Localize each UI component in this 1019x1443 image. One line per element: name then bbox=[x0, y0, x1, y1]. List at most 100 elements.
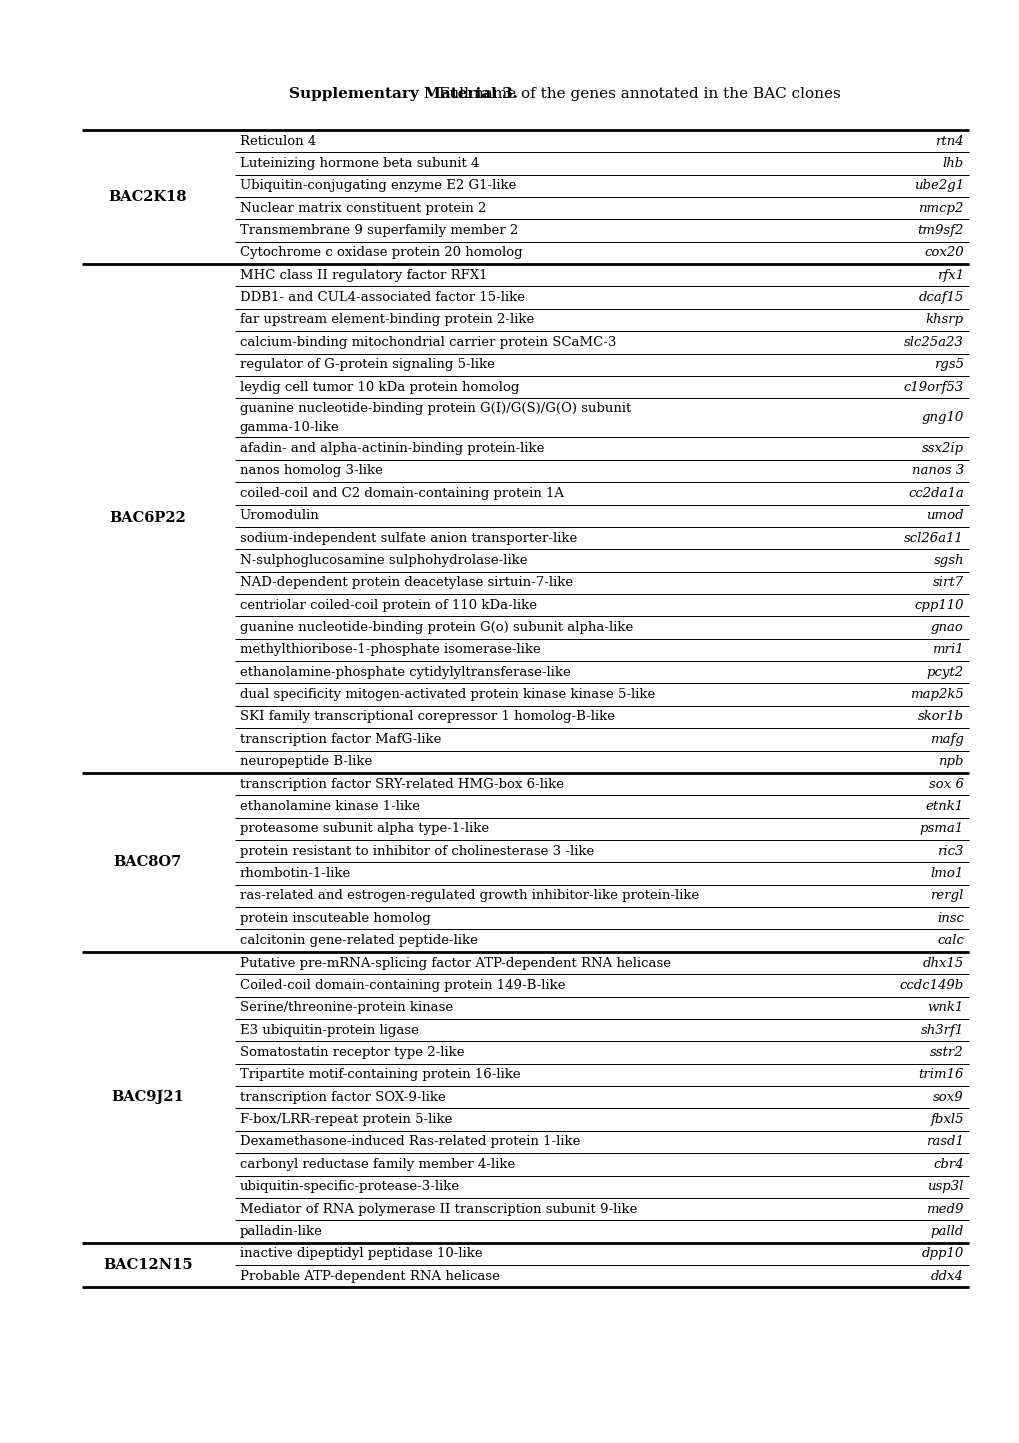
Text: psma1: psma1 bbox=[919, 823, 963, 835]
Text: BAC12N15: BAC12N15 bbox=[103, 1258, 193, 1271]
Text: Probable ATP-dependent RNA helicase: Probable ATP-dependent RNA helicase bbox=[239, 1270, 499, 1283]
Text: rgs5: rgs5 bbox=[933, 358, 963, 371]
Text: gng10: gng10 bbox=[921, 411, 963, 424]
Text: NAD-dependent protein deacetylase sirtuin-7-like: NAD-dependent protein deacetylase sirtui… bbox=[239, 576, 573, 589]
Text: proteasome subunit alpha type-1-like: proteasome subunit alpha type-1-like bbox=[239, 823, 488, 835]
Text: rtn4: rtn4 bbox=[934, 134, 963, 147]
Text: cox20: cox20 bbox=[923, 247, 963, 260]
Text: sox 6: sox 6 bbox=[928, 778, 963, 791]
Text: Dexamethasone-induced Ras-related protein 1-like: Dexamethasone-induced Ras-related protei… bbox=[239, 1136, 580, 1149]
Text: sh3rf1: sh3rf1 bbox=[920, 1023, 963, 1036]
Text: BAC8O7: BAC8O7 bbox=[114, 856, 181, 869]
Text: Full name of the genes annotated in the BAC clones: Full name of the genes annotated in the … bbox=[434, 87, 841, 101]
Text: calcitonin gene-related peptide-like: calcitonin gene-related peptide-like bbox=[239, 934, 477, 947]
Text: sox9: sox9 bbox=[932, 1091, 963, 1104]
Text: Serine/threonine-protein kinase: Serine/threonine-protein kinase bbox=[239, 1001, 452, 1014]
Text: trim16: trim16 bbox=[918, 1068, 963, 1081]
Text: Nuclear matrix constituent protein 2: Nuclear matrix constituent protein 2 bbox=[239, 202, 486, 215]
Text: sodium-independent sulfate anion transporter-like: sodium-independent sulfate anion transpo… bbox=[239, 531, 577, 544]
Text: khsrp: khsrp bbox=[925, 313, 963, 326]
Text: skor1b: skor1b bbox=[917, 710, 963, 723]
Text: calc: calc bbox=[936, 934, 963, 947]
Text: tm9sf2: tm9sf2 bbox=[917, 224, 963, 237]
Text: Putative pre-mRNA-splicing factor ATP-dependent RNA helicase: Putative pre-mRNA-splicing factor ATP-de… bbox=[239, 957, 671, 970]
Text: transcription factor MafG-like: transcription factor MafG-like bbox=[239, 733, 440, 746]
Text: centriolar coiled-coil protein of 110 kDa-like: centriolar coiled-coil protein of 110 kD… bbox=[239, 599, 536, 612]
Text: Luteinizing hormone beta subunit 4: Luteinizing hormone beta subunit 4 bbox=[239, 157, 479, 170]
Text: dual specificity mitogen-activated protein kinase kinase 5-like: dual specificity mitogen-activated prote… bbox=[239, 688, 654, 701]
Text: ethanolamine kinase 1-like: ethanolamine kinase 1-like bbox=[239, 799, 419, 812]
Text: etnk1: etnk1 bbox=[925, 799, 963, 812]
Text: palladin-like: palladin-like bbox=[239, 1225, 322, 1238]
Text: ras-related and estrogen-regulated growth inhibitor-like protein-like: ras-related and estrogen-regulated growt… bbox=[239, 889, 698, 902]
Text: gamma-10-like: gamma-10-like bbox=[239, 421, 339, 434]
Text: rhombotin-1-like: rhombotin-1-like bbox=[239, 867, 351, 880]
Text: Reticulon 4: Reticulon 4 bbox=[239, 134, 316, 147]
Text: pcyt2: pcyt2 bbox=[926, 665, 963, 678]
Text: BAC9J21: BAC9J21 bbox=[111, 1091, 184, 1104]
Text: Cytochrome c oxidase protein 20 homolog: Cytochrome c oxidase protein 20 homolog bbox=[239, 247, 522, 260]
Text: MHC class II regulatory factor RFX1: MHC class II regulatory factor RFX1 bbox=[239, 268, 487, 281]
Text: Transmembrane 9 superfamily member 2: Transmembrane 9 superfamily member 2 bbox=[239, 224, 518, 237]
Text: ssx2ip: ssx2ip bbox=[921, 442, 963, 455]
Text: calcium-binding mitochondrial carrier protein SCaMC-3: calcium-binding mitochondrial carrier pr… bbox=[239, 336, 615, 349]
Text: rfx1: rfx1 bbox=[935, 268, 963, 281]
Text: inactive dipeptidyl peptidase 10-like: inactive dipeptidyl peptidase 10-like bbox=[239, 1247, 482, 1260]
Text: wnk1: wnk1 bbox=[926, 1001, 963, 1014]
Text: insc: insc bbox=[936, 912, 963, 925]
Text: palld: palld bbox=[929, 1225, 963, 1238]
Text: BAC6P22: BAC6P22 bbox=[109, 511, 186, 525]
Text: transcription factor SOX-9-like: transcription factor SOX-9-like bbox=[239, 1091, 445, 1104]
Text: fbxl5: fbxl5 bbox=[929, 1113, 963, 1126]
Text: far upstream element-binding protein 2-like: far upstream element-binding protein 2-l… bbox=[239, 313, 533, 326]
Text: lhb: lhb bbox=[942, 157, 963, 170]
Text: sgsh: sgsh bbox=[932, 554, 963, 567]
Text: carbonyl reductase family member 4-like: carbonyl reductase family member 4-like bbox=[239, 1157, 515, 1170]
Text: cpp110: cpp110 bbox=[913, 599, 963, 612]
Text: scl26a11: scl26a11 bbox=[903, 531, 963, 544]
Text: npb: npb bbox=[937, 755, 963, 768]
Text: Coiled-coil domain-containing protein 149-B-like: Coiled-coil domain-containing protein 14… bbox=[239, 978, 565, 991]
Text: med9: med9 bbox=[925, 1202, 963, 1215]
Text: coiled-coil and C2 domain-containing protein 1A: coiled-coil and C2 domain-containing pro… bbox=[239, 486, 564, 499]
Text: SKI family transcriptional corepressor 1 homolog-B-like: SKI family transcriptional corepressor 1… bbox=[239, 710, 614, 723]
Text: N-sulphoglucosamine sulphohydrolase-like: N-sulphoglucosamine sulphohydrolase-like bbox=[239, 554, 527, 567]
Text: nanos homolog 3-like: nanos homolog 3-like bbox=[239, 465, 382, 478]
Text: BAC2K18: BAC2K18 bbox=[109, 190, 186, 203]
Text: Supplementary Material 3.: Supplementary Material 3. bbox=[288, 87, 518, 101]
Text: dpp10: dpp10 bbox=[921, 1247, 963, 1260]
Text: ube2g1: ube2g1 bbox=[913, 179, 963, 192]
Text: ddx4: ddx4 bbox=[930, 1270, 963, 1283]
Text: regulator of G-protein signaling 5-like: regulator of G-protein signaling 5-like bbox=[239, 358, 494, 371]
Text: Somatostatin receptor type 2-like: Somatostatin receptor type 2-like bbox=[239, 1046, 464, 1059]
Text: guanine nucleotide-binding protein G(o) subunit alpha-like: guanine nucleotide-binding protein G(o) … bbox=[239, 620, 633, 633]
Text: Mediator of RNA polymerase II transcription subunit 9-like: Mediator of RNA polymerase II transcript… bbox=[239, 1202, 637, 1215]
Text: mafg: mafg bbox=[929, 733, 963, 746]
Text: map2k5: map2k5 bbox=[909, 688, 963, 701]
Text: sstr2: sstr2 bbox=[929, 1046, 963, 1059]
Text: sirt7: sirt7 bbox=[931, 576, 963, 589]
Text: leydig cell tumor 10 kDa protein homolog: leydig cell tumor 10 kDa protein homolog bbox=[239, 381, 519, 394]
Text: cbr4: cbr4 bbox=[932, 1157, 963, 1170]
Text: protein resistant to inhibitor of cholinesterase 3 -like: protein resistant to inhibitor of cholin… bbox=[239, 844, 593, 857]
Text: umod: umod bbox=[925, 509, 963, 522]
Text: protein inscuteable homolog: protein inscuteable homolog bbox=[239, 912, 430, 925]
Text: neuropeptide B-like: neuropeptide B-like bbox=[239, 755, 372, 768]
Text: ubiquitin-specific-protease-3-like: ubiquitin-specific-protease-3-like bbox=[239, 1180, 460, 1193]
Text: rergl: rergl bbox=[929, 889, 963, 902]
Text: rasd1: rasd1 bbox=[925, 1136, 963, 1149]
Text: dhx15: dhx15 bbox=[922, 957, 963, 970]
Text: Tripartite motif-containing protein 16-like: Tripartite motif-containing protein 16-l… bbox=[239, 1068, 520, 1081]
Text: methylthioribose-1-phosphate isomerase-like: methylthioribose-1-phosphate isomerase-l… bbox=[239, 644, 540, 657]
Text: Ubiquitin-conjugating enzyme E2 G1-like: Ubiquitin-conjugating enzyme E2 G1-like bbox=[239, 179, 516, 192]
Text: cc2da1a: cc2da1a bbox=[907, 486, 963, 499]
Text: ethanolamine-phosphate cytidylyltransferase-like: ethanolamine-phosphate cytidylyltransfer… bbox=[239, 665, 570, 678]
Text: afadin- and alpha-actinin-binding protein-like: afadin- and alpha-actinin-binding protei… bbox=[239, 442, 543, 455]
Text: transcription factor SRY-related HMG-box 6-like: transcription factor SRY-related HMG-box… bbox=[239, 778, 564, 791]
Text: nmcp2: nmcp2 bbox=[918, 202, 963, 215]
Text: Uromodulin: Uromodulin bbox=[239, 509, 319, 522]
Text: gnao: gnao bbox=[930, 620, 963, 633]
Text: guanine nucleotide-binding protein G(I)/G(S)/G(O) subunit: guanine nucleotide-binding protein G(I)/… bbox=[239, 401, 631, 414]
Text: lmo1: lmo1 bbox=[929, 867, 963, 880]
Text: c19orf53: c19orf53 bbox=[903, 381, 963, 394]
